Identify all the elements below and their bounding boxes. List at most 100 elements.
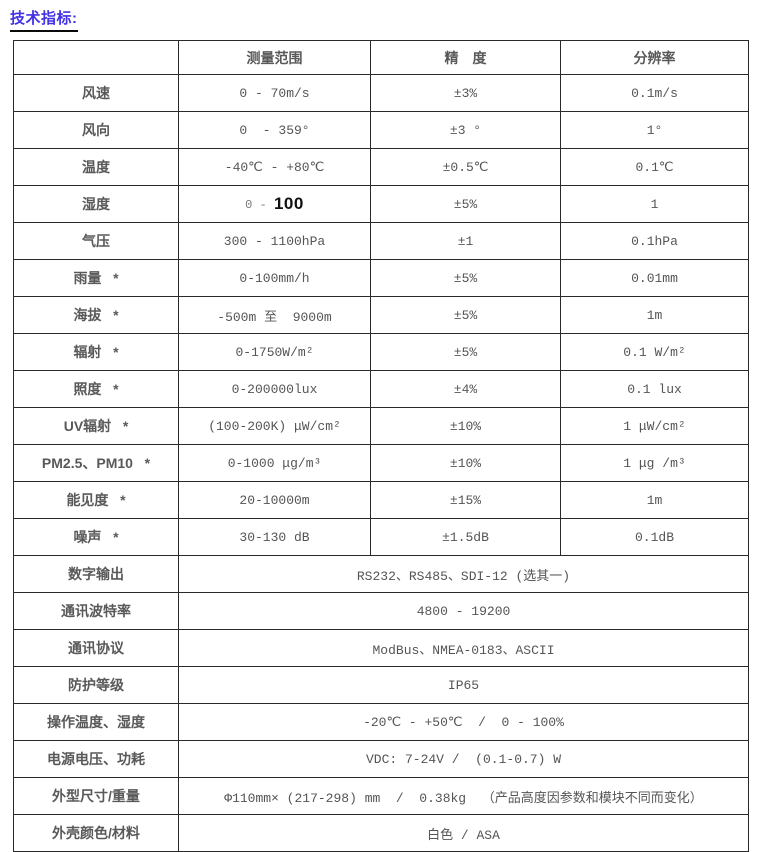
spec-label-cell: UV辐射 * [13,407,179,445]
resolution-cell: 1 [560,185,749,223]
spec-label-cell: 通讯协议 [13,629,179,667]
spec-label-cell: 风速 [13,74,179,112]
range-cell: 0 - 70m/s [178,74,371,112]
range-cell: 20-10000m [178,481,371,519]
resolution-cell: 1 μg /m³ [560,444,749,482]
table-row-baud-rate: 通讯波特率 4800 - 19200 [13,592,749,630]
range-cell: 0-200000lux [178,370,371,408]
range-cell: 0-1000 μg/m³ [178,444,371,482]
table-row-noise: 噪声 * 30-130 dB ±1.5dB 0.1dB [13,518,749,556]
accuracy-cell: ±5% [370,333,561,371]
resolution-cell: 1 μW/cm² [560,407,749,445]
accuracy-cell: ±0.5℃ [370,148,561,186]
spec-label-cell: 防护等级 [13,666,179,704]
range-cell: (100-200K) μW/cm² [178,407,371,445]
table-row-temperature: 温度 -40℃ - +80℃ ±0.5℃ 0.1℃ [13,148,749,186]
table-row-humidity: 湿度 0 - 100 ±5% 1 [13,185,749,223]
spec-label-cell: 湿度 [13,185,179,223]
resolution-cell: 1m [560,296,749,334]
range-cell: -500m 至 9000m [178,296,371,334]
spec-label-cell: 外型尺寸/重量 [13,777,179,815]
accuracy-cell: ±5% [370,296,561,334]
header-range: 测量范围 [178,40,371,75]
range-cell: 0 - 100 [178,185,371,223]
table-row-altitude: 海拔 * -500m 至 9000m ±5% 1m [13,296,749,334]
table-row-protection-rating: 防护等级 IP65 [13,666,749,704]
range-cell: 0-1750W/m² [178,333,371,371]
table-row-radiation: 辐射 * 0-1750W/m² ±5% 0.1 W/m² [13,333,749,371]
humidity-range-max: 100 [273,194,304,213]
merged-value-cell: RS232、RS485、SDI-12 (选其一) [178,555,749,593]
table-row-power: 电源电压、功耗 VDC: 7-24V / (0.1-0.7) W [13,740,749,778]
table-row-pressure: 气压 300 - 1100hPa ±1 0.1hPa [13,222,749,260]
resolution-cell: 1m [560,481,749,519]
title-wrap: 技术指标: [0,0,760,40]
accuracy-cell: ±5% [370,259,561,297]
merged-value-cell: -20℃ - +50℃ / 0 - 100% [178,703,749,741]
merged-value-cell: VDC: 7-24V / (0.1-0.7) W [178,740,749,778]
resolution-cell: 0.1dB [560,518,749,556]
accuracy-cell: ±3 ° [370,111,561,149]
resolution-cell: 0.1℃ [560,148,749,186]
range-cell: 30-130 dB [178,518,371,556]
resolution-cell: 0.1m/s [560,74,749,112]
accuracy-cell: ±3% [370,74,561,112]
range-cell: 0-100mm/h [178,259,371,297]
accuracy-cell: ±1.5dB [370,518,561,556]
table-row-protocol: 通讯协议 ModBus、NMEA-0183、ASCII [13,629,749,667]
header-row: 测量范围 精 度 分辨率 [13,40,749,75]
spec-table: 测量范围 精 度 分辨率 风速 0 - 70m/s ±3% 0.1m/s 风向 … [13,40,749,852]
table-row-uv-radiation: UV辐射 * (100-200K) μW/cm² ±10% 1 μW/cm² [13,407,749,445]
spec-label-cell: 风向 [13,111,179,149]
table-row-wind-speed: 风速 0 - 70m/s ±3% 0.1m/s [13,74,749,112]
resolution-cell: 0.01mm [560,259,749,297]
table-row-rainfall: 雨量 * 0-100mm/h ±5% 0.01mm [13,259,749,297]
spec-label-cell: 外壳颜色/材料 [13,814,179,852]
spec-label-cell: 温度 [13,148,179,186]
range-cell: 300 - 1100hPa [178,222,371,260]
spec-label-cell: 雨量 * [13,259,179,297]
humidity-range-prefix: 0 - [245,198,274,212]
table-row-operating-temp-humidity: 操作温度、湿度 -20℃ - +50℃ / 0 - 100% [13,703,749,741]
spec-label-cell: 辐射 * [13,333,179,371]
resolution-cell: 0.1 lux [560,370,749,408]
table-row-wind-direction: 风向 0 - 359° ±3 ° 1° [13,111,749,149]
spec-label-cell: 操作温度、湿度 [13,703,179,741]
accuracy-cell: ±15% [370,481,561,519]
accuracy-cell: ±10% [370,407,561,445]
page-title: 技术指标: [10,7,78,32]
accuracy-cell: ±1 [370,222,561,260]
spec-label-cell: PM2.5、PM10 * [13,444,179,482]
table-row-dimensions-weight: 外型尺寸/重量 Φ110mm× (217-298) mm / 0.38kg （产… [13,777,749,815]
spec-label-cell: 通讯波特率 [13,592,179,630]
range-cell: -40℃ - +80℃ [178,148,371,186]
spec-label-cell: 气压 [13,222,179,260]
merged-value-cell: IP65 [178,666,749,704]
table-row-pm: PM2.5、PM10 * 0-1000 μg/m³ ±10% 1 μg /m³ [13,444,749,482]
merged-value-cell: Φ110mm× (217-298) mm / 0.38kg （产品高度因参数和模… [178,777,749,815]
table-row-visibility: 能见度 * 20-10000m ±15% 1m [13,481,749,519]
accuracy-cell: ±10% [370,444,561,482]
spec-label-cell: 照度 * [13,370,179,408]
resolution-cell: 0.1 W/m² [560,333,749,371]
table-row-illuminance: 照度 * 0-200000lux ±4% 0.1 lux [13,370,749,408]
spec-label-cell: 能见度 * [13,481,179,519]
spec-label-cell: 数字输出 [13,555,179,593]
table-row-digital-output: 数字输出 RS232、RS485、SDI-12 (选其一) [13,555,749,593]
accuracy-cell: ±5% [370,185,561,223]
header-accuracy: 精 度 [370,40,561,75]
spec-label-cell: 海拔 * [13,296,179,334]
header-empty-cell [13,40,179,75]
merged-value-cell: 4800 - 19200 [178,592,749,630]
merged-value-cell: 白色 / ASA [178,814,749,852]
table-row-housing-color-material: 外壳颜色/材料 白色 / ASA [13,814,749,852]
header-resolution: 分辨率 [560,40,749,75]
resolution-cell: 0.1hPa [560,222,749,260]
spec-label-cell: 噪声 * [13,518,179,556]
accuracy-cell: ±4% [370,370,561,408]
spec-label-cell: 电源电压、功耗 [13,740,179,778]
resolution-cell: 1° [560,111,749,149]
merged-value-cell: ModBus、NMEA-0183、ASCII [178,629,749,667]
range-cell: 0 - 359° [178,111,371,149]
